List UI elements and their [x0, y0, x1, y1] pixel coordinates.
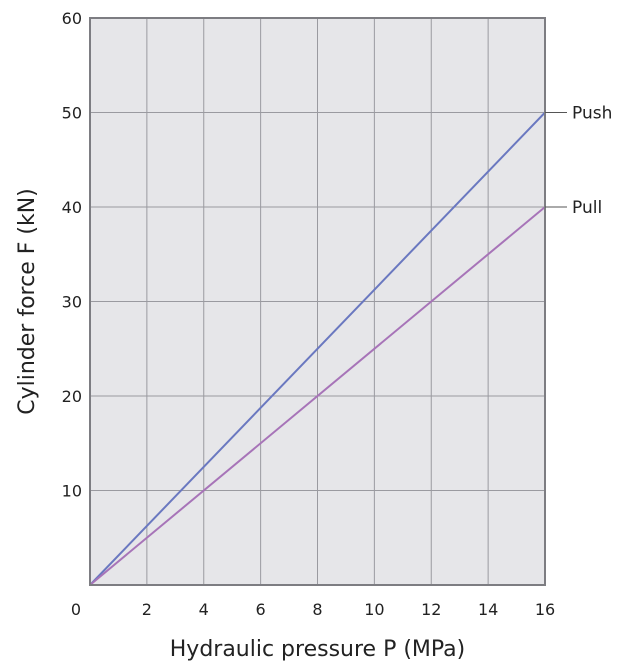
plot-frame — [89, 17, 546, 586]
series-labels: Push Pull — [545, 104, 612, 218]
x-tick-label: 2 — [142, 600, 152, 619]
y-tick-label: 10 — [62, 482, 82, 501]
x-tick-label: 4 — [199, 600, 209, 619]
y-tick-label: 50 — [62, 104, 82, 123]
series-line-pull — [89, 206, 546, 586]
tick-labels: 10 20 30 40 50 60 0 2 4 6 8 10 12 14 16 — [62, 9, 556, 619]
x-tick-label: 12 — [421, 600, 441, 619]
x-tick-label: 0 — [71, 600, 81, 619]
series-label-pull: Pull — [572, 198, 602, 218]
y-tick-label: 20 — [62, 387, 82, 406]
x-tick-label: 14 — [478, 600, 498, 619]
x-axis-title: Hydraulic pressure P (MPa) — [170, 637, 466, 662]
y-tick-label: 30 — [62, 293, 82, 312]
x-tick-label: 8 — [312, 600, 322, 619]
x-tick-label: 6 — [256, 600, 266, 619]
x-tick-label: 10 — [364, 600, 384, 619]
y-tick-label: 60 — [62, 9, 82, 28]
x-tick-label: 16 — [535, 600, 555, 619]
y-axis-title: Cylinder force F (kN) — [15, 188, 40, 415]
series-layer — [89, 111, 546, 586]
series-label-push: Push — [572, 104, 612, 124]
series-line-push — [89, 111, 546, 586]
grid — [90, 18, 545, 585]
y-tick-label: 40 — [62, 198, 82, 217]
